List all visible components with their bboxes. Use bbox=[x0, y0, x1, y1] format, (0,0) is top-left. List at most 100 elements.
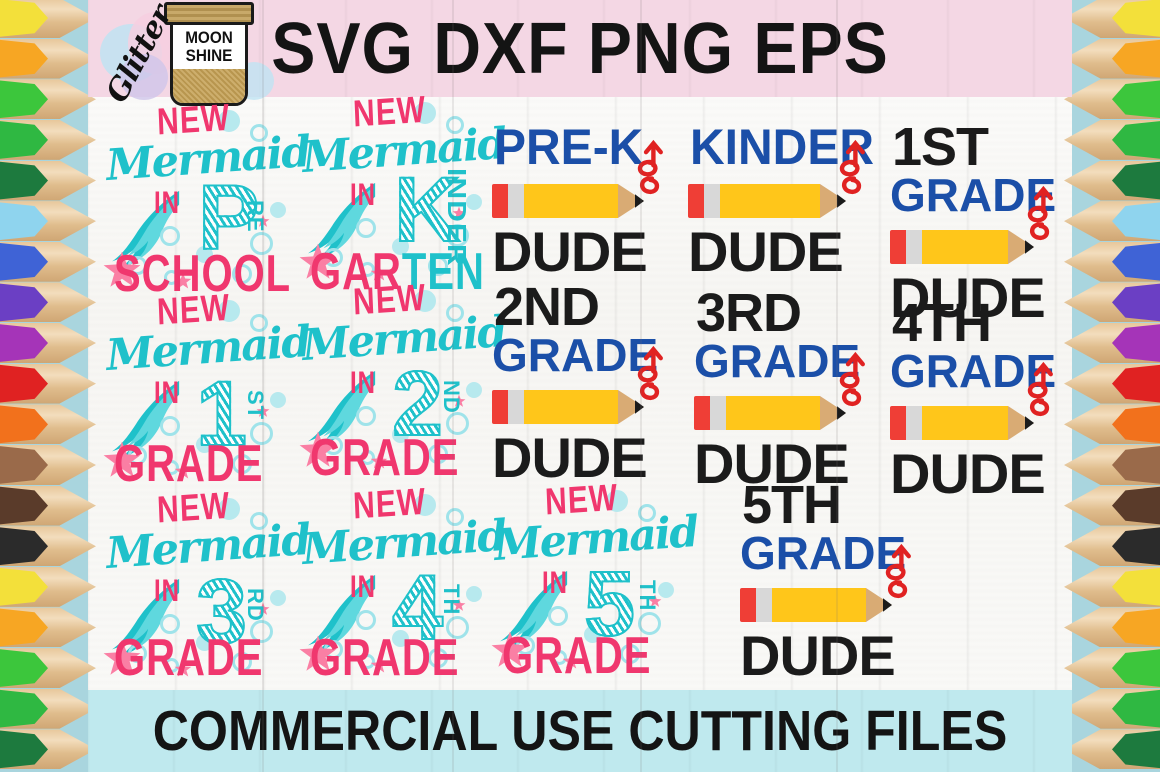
pencil-body bbox=[772, 588, 866, 622]
colored-pencil bbox=[0, 688, 96, 729]
starfish-icon bbox=[174, 462, 192, 479]
colored-pencil bbox=[0, 729, 96, 770]
colored-pencil bbox=[0, 485, 96, 526]
word-bottom: GRADE bbox=[114, 435, 264, 493]
bubble-decoration bbox=[446, 304, 464, 322]
starfish-icon bbox=[648, 594, 662, 607]
bubble-decoration bbox=[250, 314, 268, 332]
mermaid-design[interactable]: NEW Mermaid IN 3 RD GRADE bbox=[100, 485, 311, 687]
starfish-icon bbox=[174, 272, 192, 289]
design-mermaid-5th-grade[interactable]: NEW Mermaid IN 5 TH GRADE bbox=[488, 477, 699, 682]
bubble-decoration bbox=[232, 454, 252, 474]
starfish-icon bbox=[491, 631, 529, 667]
mermaid-design[interactable]: NEW Mermaid IN P RE SCHOOL bbox=[100, 97, 311, 300]
colored-pencil bbox=[0, 160, 96, 201]
starfish-icon bbox=[103, 639, 141, 675]
dude-design[interactable]: 1ST GRADE DUDE bbox=[886, 117, 1064, 326]
starfish-icon bbox=[452, 206, 466, 219]
bubble-decoration bbox=[428, 444, 448, 464]
word-in: IN bbox=[154, 573, 180, 609]
word-in: IN bbox=[350, 365, 376, 401]
bubble-decoration bbox=[446, 616, 469, 639]
grade-word: GRADE bbox=[890, 169, 1057, 221]
word-dude: DUDE bbox=[492, 220, 648, 283]
bubble-decoration bbox=[446, 412, 469, 435]
colored-pencil bbox=[1064, 566, 1160, 607]
bubble-decoration bbox=[360, 450, 375, 465]
design-prek-dude[interactable]: PRE-K DUDE bbox=[488, 122, 674, 298]
bubble-decoration bbox=[270, 202, 286, 218]
colored-pencil bbox=[1064, 282, 1160, 323]
pencil-eraser bbox=[688, 184, 704, 218]
pencil-icon bbox=[492, 390, 644, 424]
pencil-ferrule bbox=[906, 406, 922, 440]
bubble-decoration bbox=[414, 290, 436, 312]
starfish-icon bbox=[370, 264, 388, 281]
bubble-decoration bbox=[164, 658, 179, 673]
mermaid-design[interactable]: NEW Mermaid IN 5 TH GRADE bbox=[488, 477, 699, 682]
design-mermaid-1st-grade[interactable]: NEW Mermaid IN 1 ST GRADE bbox=[100, 287, 311, 493]
design-5th-grade-dude[interactable]: 5TH GRADE DUDE bbox=[736, 476, 922, 684]
design-mermaid-preschool[interactable]: NEW Mermaid IN P RE SCHOOL bbox=[100, 97, 311, 300]
pencil-lead bbox=[837, 406, 846, 420]
bubble-decoration bbox=[160, 226, 180, 246]
grade-label: PRE-K bbox=[494, 119, 644, 176]
starfish-icon bbox=[299, 431, 337, 467]
colored-pencil bbox=[0, 282, 96, 323]
word-dude: DUDE bbox=[694, 432, 850, 495]
word-bottom: GRADE bbox=[114, 629, 264, 687]
design-mermaid-3rd-grade[interactable]: NEW Mermaid IN 3 RD GRADE bbox=[100, 485, 311, 687]
design-4th-grade-dude[interactable]: 4TH GRADE DUDE bbox=[886, 294, 1064, 502]
pencil-icon bbox=[492, 184, 644, 218]
design-mermaid-4th-grade[interactable]: NEW Mermaid IN 4 TH GRADE bbox=[296, 481, 507, 684]
bubble-decoration bbox=[548, 606, 568, 626]
starfish-icon bbox=[299, 635, 337, 671]
grade-glyph: 5 bbox=[583, 553, 636, 655]
pencil-eraser bbox=[890, 406, 906, 440]
red-swirl-arrow-icon bbox=[637, 345, 663, 400]
grade-word: GRADE bbox=[694, 335, 861, 387]
design-3rd-grade-dude[interactable]: 3RD GRADE DUDE bbox=[690, 284, 876, 492]
swirl-arrow bbox=[1016, 358, 1062, 424]
dude-design[interactable]: 5TH GRADE DUDE bbox=[736, 476, 922, 684]
bubble-decoration bbox=[250, 232, 273, 255]
pencil-lead bbox=[635, 400, 644, 414]
pencil-lead bbox=[837, 194, 846, 208]
mermaid-design[interactable]: NEW Mermaid IN 1 ST GRADE bbox=[100, 287, 311, 493]
colored-pencil bbox=[1064, 485, 1160, 526]
dude-design[interactable]: 2ND GRADE DUDE bbox=[488, 278, 674, 486]
bubble-decoration bbox=[164, 460, 179, 475]
grade-label: 1ST bbox=[892, 117, 989, 177]
design-mermaid-2nd-grade[interactable]: NEW Mermaid IN 2 ND GRADE bbox=[296, 277, 507, 487]
mermaid-design[interactable]: NEW Mermaid IN 4 TH GRADE bbox=[296, 481, 507, 684]
dude-design[interactable]: PRE-K DUDE bbox=[488, 122, 674, 298]
design-kinder-dude[interactable]: KINDER DUDE bbox=[684, 122, 876, 298]
colored-pencil bbox=[1064, 404, 1160, 445]
dude-design[interactable]: KINDER DUDE bbox=[684, 122, 876, 298]
grade-suffix: TH bbox=[439, 584, 464, 616]
design-1st-grade-dude[interactable]: 1ST GRADE DUDE bbox=[886, 117, 1064, 326]
swirl-arrow bbox=[828, 348, 874, 414]
word-bottom: GRADE bbox=[310, 429, 460, 487]
bubble-decoration bbox=[360, 654, 375, 669]
mermaid-design[interactable]: NEW Mermaid IN 2 ND GRADE bbox=[296, 277, 507, 487]
pencil-body bbox=[922, 406, 1008, 440]
dude-design[interactable]: 3RD GRADE DUDE bbox=[690, 284, 876, 492]
colored-pencil bbox=[1064, 0, 1160, 38]
colored-pencil bbox=[1064, 119, 1160, 160]
colored-pencil bbox=[0, 79, 96, 120]
plank-line bbox=[836, 0, 838, 772]
bubble-decoration bbox=[250, 422, 273, 445]
bubble-decoration bbox=[232, 652, 252, 672]
bubble-decoration bbox=[446, 224, 469, 247]
colored-pencil bbox=[1064, 38, 1160, 79]
design-2nd-grade-dude[interactable]: 2ND GRADE DUDE bbox=[488, 278, 674, 486]
pencil-border-left bbox=[0, 0, 96, 772]
design-mermaid-kindergarten[interactable]: NEW Mermaid IN K INDER GARTEN bbox=[296, 89, 507, 298]
starfish-icon bbox=[103, 441, 141, 477]
mermaid-tail bbox=[296, 568, 382, 654]
bubble-decoration bbox=[270, 590, 286, 606]
grade-word: GRADE bbox=[740, 527, 907, 579]
mermaid-design[interactable]: NEW Mermaid IN K INDER GARTEN bbox=[296, 89, 507, 298]
dude-design[interactable]: 4TH GRADE DUDE bbox=[886, 294, 1064, 502]
